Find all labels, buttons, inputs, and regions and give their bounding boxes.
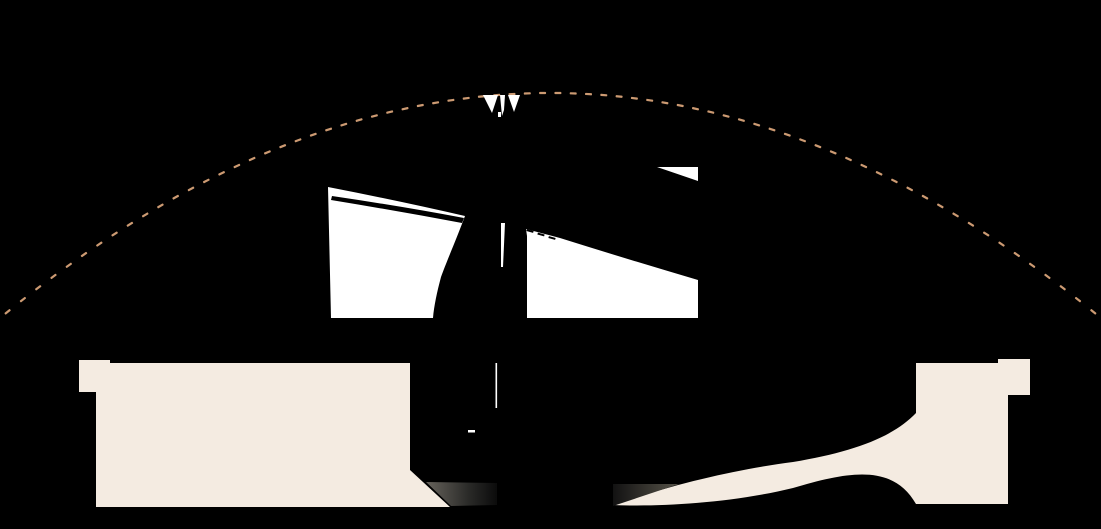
arc-dash bbox=[1013, 251, 1020, 258]
arc-dash bbox=[783, 132, 791, 137]
arc-dash bbox=[202, 178, 210, 184]
arc-dash bbox=[1090, 309, 1097, 315]
arc-dash bbox=[19, 296, 27, 303]
arc-dash bbox=[416, 103, 424, 108]
arc-dash bbox=[952, 212, 959, 218]
arc-dash bbox=[50, 273, 57, 280]
stem-tick bbox=[468, 430, 475, 433]
corner-dash bbox=[537, 232, 545, 237]
corner-dash bbox=[526, 229, 534, 233]
arc-dash bbox=[799, 138, 807, 143]
arc-dash bbox=[906, 186, 914, 192]
arc-dash bbox=[967, 221, 975, 227]
arc-dash bbox=[707, 110, 715, 114]
arc-dash bbox=[294, 138, 302, 143]
arc-dash bbox=[1028, 262, 1036, 268]
arc-dash bbox=[111, 231, 118, 237]
arc-dash bbox=[172, 194, 180, 200]
arc-dash bbox=[447, 98, 455, 102]
arc-dash bbox=[477, 95, 485, 98]
arc-dash bbox=[80, 251, 88, 258]
arc-dash bbox=[386, 110, 394, 114]
arc-dash bbox=[937, 203, 944, 209]
arc-dash bbox=[370, 114, 378, 118]
arc-dash bbox=[676, 103, 684, 108]
arc-dash bbox=[891, 178, 898, 184]
arc-dash bbox=[523, 92, 531, 95]
arc-dash bbox=[96, 241, 103, 247]
arc-dash bbox=[982, 231, 990, 237]
arc-dash bbox=[1044, 273, 1051, 280]
arc-dash bbox=[1074, 296, 1082, 303]
apex-notch-1 bbox=[483, 95, 498, 113]
arc-dash bbox=[141, 212, 149, 218]
arc-dash bbox=[829, 150, 837, 155]
arc-dash bbox=[65, 262, 72, 268]
arc-dash bbox=[753, 122, 761, 127]
arc-dash bbox=[355, 118, 363, 122]
arc-dash bbox=[248, 156, 256, 162]
arc-dash bbox=[325, 127, 333, 132]
corner-dash bbox=[548, 236, 556, 240]
arc-dash bbox=[875, 171, 883, 176]
apex-notch-2 bbox=[500, 95, 505, 116]
arc-dash bbox=[35, 285, 42, 291]
apex-dot bbox=[498, 112, 501, 117]
arc-dash bbox=[845, 156, 852, 162]
swoosh-corner-dashes bbox=[526, 229, 556, 240]
black-curve-stripe bbox=[331, 196, 464, 223]
white-swoosh-region bbox=[526, 229, 698, 318]
arc-dash bbox=[569, 92, 577, 95]
arc-dash bbox=[768, 127, 776, 132]
arc-dash bbox=[187, 186, 195, 192]
arc-dash bbox=[4, 309, 11, 315]
arc-dash bbox=[309, 132, 317, 137]
arc-dash bbox=[630, 96, 638, 100]
cream-block-right bbox=[916, 359, 1030, 504]
arc-dash bbox=[691, 107, 700, 111]
arc-dash bbox=[157, 203, 164, 209]
arc-dash bbox=[539, 91, 547, 95]
apex-notch-3 bbox=[508, 95, 520, 112]
arc-dash bbox=[462, 96, 470, 100]
arc-dash bbox=[126, 221, 134, 227]
arc-dash bbox=[218, 171, 225, 176]
arc-dash bbox=[340, 122, 348, 127]
gradient-wedge-left bbox=[426, 482, 497, 506]
white-wedge-left bbox=[328, 187, 465, 318]
arc-dash bbox=[646, 98, 654, 102]
arc-dash bbox=[233, 163, 241, 169]
arc-dash bbox=[998, 241, 1005, 247]
white-sliver-triangle bbox=[657, 167, 698, 181]
arc-dash bbox=[401, 107, 409, 111]
arc-dash bbox=[508, 92, 516, 96]
arc-dash bbox=[921, 194, 929, 200]
arc-dash bbox=[279, 144, 287, 149]
arc-dash bbox=[615, 95, 623, 98]
stem-crack-upper bbox=[501, 223, 505, 267]
arc-dash bbox=[600, 93, 608, 97]
arc-dash bbox=[263, 150, 271, 155]
arc-dash bbox=[814, 144, 822, 149]
stem-crack-lower bbox=[495, 363, 498, 408]
cream-block-left bbox=[79, 360, 450, 507]
arc-dash bbox=[584, 92, 593, 96]
arc-dash bbox=[860, 163, 868, 169]
arc-dash bbox=[737, 118, 745, 122]
cream-swoosh bbox=[613, 413, 916, 506]
arc-dash bbox=[722, 114, 730, 118]
gradient-wedge-right bbox=[613, 484, 679, 506]
arc-dash bbox=[1059, 285, 1066, 291]
arc-dash bbox=[554, 91, 562, 95]
arc-dash bbox=[661, 101, 669, 105]
arc-dash bbox=[432, 101, 440, 105]
